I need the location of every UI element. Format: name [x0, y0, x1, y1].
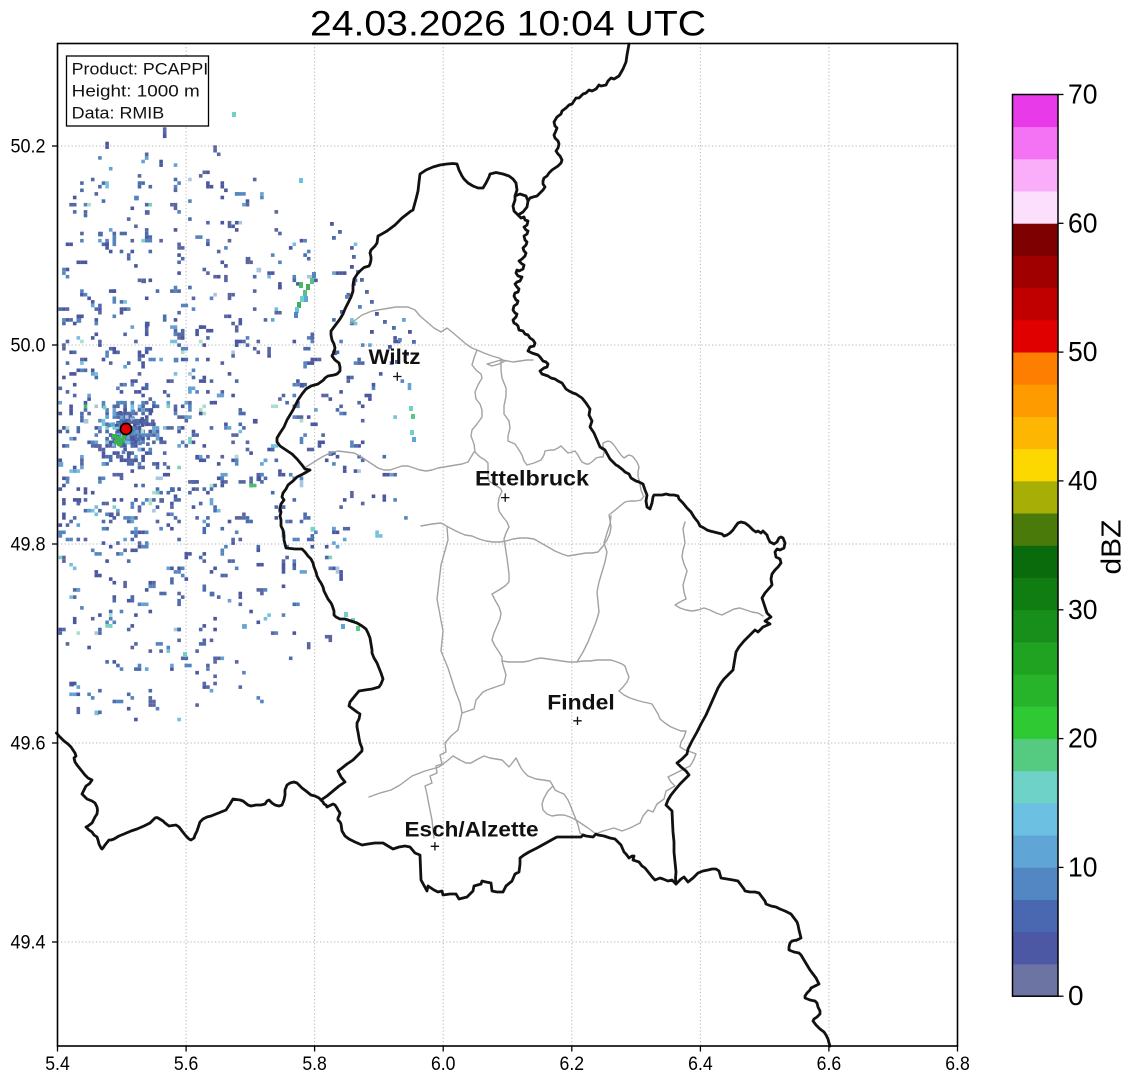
- svg-text:6.0: 6.0: [431, 1054, 456, 1075]
- svg-text:60: 60: [1068, 207, 1098, 238]
- svg-text:Findel: Findel: [547, 691, 615, 715]
- svg-text:6.4: 6.4: [688, 1054, 713, 1075]
- svg-text:Ettelbruck: Ettelbruck: [475, 467, 589, 491]
- svg-text:49.4: 49.4: [11, 933, 46, 954]
- svg-text:20: 20: [1068, 723, 1098, 754]
- svg-text:6.2: 6.2: [560, 1054, 585, 1075]
- svg-text:dBZ: dBZ: [1096, 520, 1127, 575]
- svg-text:50.0: 50.0: [11, 336, 46, 357]
- svg-text:Height: 1000 m: Height: 1000 m: [72, 82, 200, 101]
- svg-text:6.8: 6.8: [945, 1054, 970, 1075]
- svg-text:50: 50: [1068, 336, 1098, 367]
- svg-text:Esch/Alzette: Esch/Alzette: [405, 818, 539, 842]
- svg-text:Product: PCAPPI: Product: PCAPPI: [72, 60, 209, 79]
- svg-text:40: 40: [1068, 465, 1098, 496]
- svg-text:6.6: 6.6: [817, 1054, 842, 1075]
- svg-text:0: 0: [1068, 980, 1084, 1011]
- svg-text:5.4: 5.4: [45, 1054, 70, 1075]
- svg-text:70: 70: [1068, 79, 1098, 110]
- svg-text:49.8: 49.8: [11, 535, 46, 556]
- svg-text:5.6: 5.6: [174, 1054, 199, 1075]
- svg-text:5.8: 5.8: [302, 1054, 327, 1075]
- svg-text:49.6: 49.6: [11, 734, 46, 755]
- svg-text:10: 10: [1068, 851, 1098, 882]
- svg-text:Wiltz: Wiltz: [369, 345, 421, 369]
- svg-text:30: 30: [1068, 594, 1098, 625]
- svg-text:24.03.2026 10:04 UTC: 24.03.2026 10:04 UTC: [310, 5, 706, 44]
- svg-text:50.2: 50.2: [11, 137, 46, 158]
- svg-text:Data: RMIB: Data: RMIB: [72, 104, 165, 123]
